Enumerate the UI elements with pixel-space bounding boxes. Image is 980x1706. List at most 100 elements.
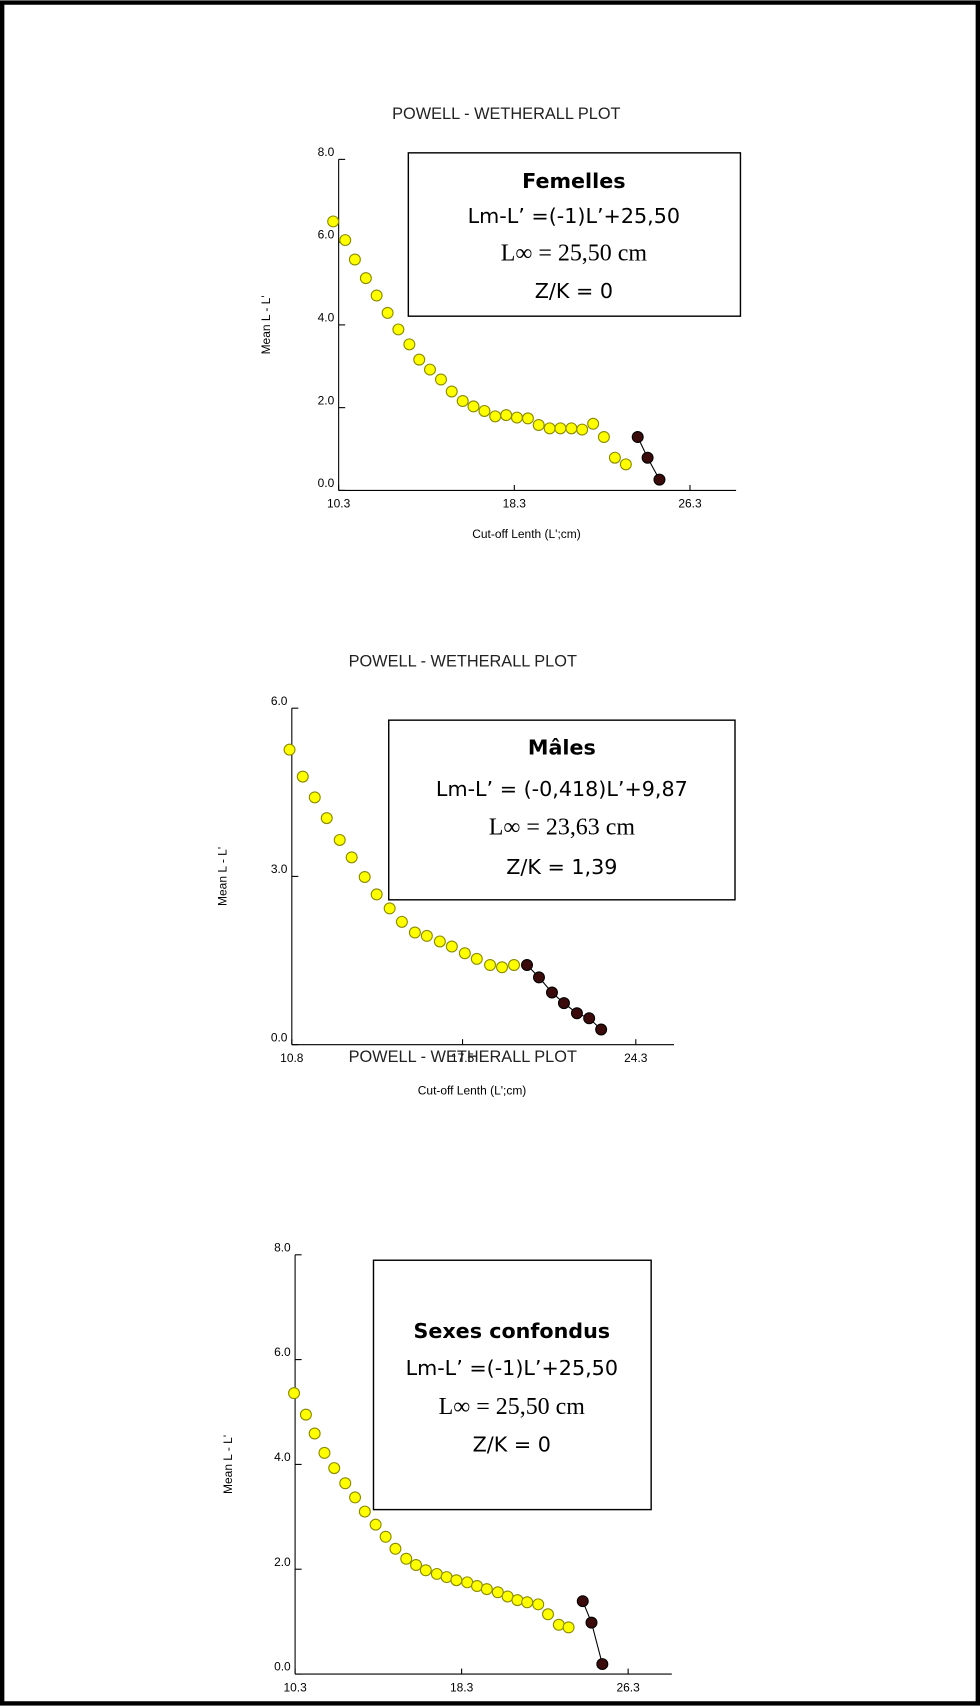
data-point (532, 1598, 545, 1611)
data-point (471, 1579, 484, 1592)
data-point (653, 473, 666, 486)
data-point (445, 940, 458, 953)
data-point (489, 410, 502, 423)
data-point (379, 1530, 392, 1543)
data-point (369, 1518, 382, 1531)
y-tick-label: 4.0 (274, 1450, 291, 1464)
data-point (562, 1621, 575, 1634)
x-axis-label: Cut-off Lenth (L';cm) (418, 1084, 527, 1098)
data-point (595, 1023, 608, 1036)
data-point (328, 1462, 341, 1475)
data-point (545, 986, 558, 999)
data-point (458, 947, 471, 960)
data-point (480, 1583, 493, 1596)
data-point (532, 419, 545, 432)
chart-title: POWELL - WETHERALL PLOT (392, 105, 620, 123)
y-tick-label: 0.0 (271, 1030, 288, 1044)
data-point (510, 411, 523, 424)
annotation-equation: Lm-L’ =(-1)L’+25,50 (468, 204, 680, 228)
data-point (358, 1505, 371, 1518)
data-point (491, 1586, 504, 1599)
data-point (383, 902, 396, 915)
data-point (433, 935, 446, 948)
data-point (333, 833, 346, 846)
data-point (327, 215, 340, 228)
x-axis-label: Cut-off Lenth (L';cm) (472, 527, 581, 541)
data-point (470, 952, 483, 965)
data-point (392, 323, 405, 336)
data-point (349, 1491, 362, 1504)
annotation-box (407, 152, 742, 317)
data-point (424, 363, 436, 376)
data-point (641, 451, 654, 464)
x-tick-label: 10.3 (283, 1680, 307, 1694)
data-point (339, 234, 352, 247)
data-point (370, 289, 383, 302)
data-point (576, 1595, 589, 1608)
data-point (308, 1427, 321, 1440)
y-tick-label: 0.0 (318, 476, 335, 490)
data-point (430, 1567, 443, 1580)
data-point (389, 1542, 402, 1555)
data-point (381, 306, 394, 319)
data-point (408, 926, 421, 939)
data-point (521, 959, 533, 972)
data-point (299, 1408, 312, 1421)
data-point (400, 1552, 413, 1565)
x-tick-label: 10.8 (280, 1051, 304, 1065)
data-point (339, 1477, 352, 1490)
data-point (358, 870, 371, 883)
y-tick-label: 4.0 (318, 311, 335, 325)
data-point (484, 959, 497, 972)
data-point (456, 395, 469, 408)
data-point (467, 400, 480, 413)
data-point (565, 422, 578, 435)
data-point (500, 409, 513, 422)
data-point (283, 743, 296, 756)
annotation-linf: L∞ = 25,50 cm (501, 241, 648, 267)
annotation-zk: Z/K = 0 (473, 1432, 551, 1456)
data-point (410, 1559, 423, 1572)
chart-title: POWELL - WETHERALL PLOT (349, 653, 577, 671)
y-axis-label: Mean L - L' (259, 295, 273, 354)
x-tick-label: 18.3 (503, 497, 527, 511)
y-axis-label: Mean L - L' (215, 847, 229, 906)
data-point (413, 353, 426, 366)
data-point (521, 1596, 534, 1609)
data-point (348, 253, 361, 266)
data-point (557, 997, 570, 1010)
data-point (597, 431, 610, 444)
data-point (542, 1608, 554, 1621)
y-tick-label: 2.0 (318, 393, 335, 407)
data-point (308, 791, 321, 804)
y-tick-label: 0.0 (274, 1660, 291, 1674)
data-point (496, 961, 509, 974)
annotation-heading: Femelles (522, 169, 625, 193)
y-tick-label: 2.0 (274, 1555, 291, 1569)
data-point (585, 1616, 598, 1629)
data-point (403, 338, 416, 351)
data-point (583, 1012, 596, 1025)
annotation-heading: Mâles (528, 735, 596, 759)
data-point (345, 851, 358, 864)
data-point (576, 423, 589, 436)
data-point (296, 770, 309, 783)
data-point (419, 1564, 432, 1577)
data-point (478, 404, 491, 417)
annotation-box (388, 719, 736, 901)
y-tick-label: 8.0 (274, 1240, 291, 1254)
annotation-heading: Sexes confondus (413, 1319, 610, 1343)
data-point (508, 959, 520, 972)
y-tick-label: 6.0 (271, 694, 288, 708)
data-point (511, 1594, 524, 1607)
annotation-equation: Lm-L’ =(-1)L’+25,50 (406, 1356, 618, 1380)
data-point (370, 888, 383, 901)
data-point (631, 431, 644, 444)
annotation-linf: L∞ = 25,50 cm (439, 1394, 586, 1420)
data-point (318, 1446, 331, 1459)
data-point (596, 1658, 609, 1671)
data-point (450, 1574, 463, 1587)
x-tick-label: 26.3 (678, 497, 702, 511)
y-tick-label: 6.0 (274, 1345, 291, 1359)
